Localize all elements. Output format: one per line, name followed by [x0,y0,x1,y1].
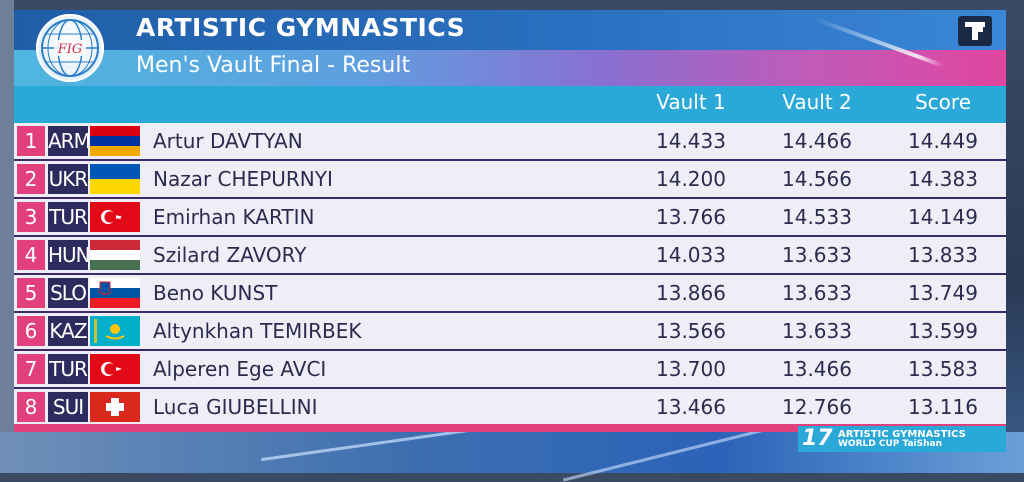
athlete-name: Artur DAVTYAN [153,129,303,153]
flag-arm-icon [90,126,140,156]
athlete-name: Luca GIUBELLINI [153,395,318,419]
arena-background [0,0,14,473]
vault1-value: 13.866 [656,281,726,305]
vault2-value: 13.633 [782,243,852,267]
score-value: 13.833 [908,243,978,267]
world-cup-logo: 17 ARTISTIC GYMNASTICS WORLD CUP TaiShan [798,426,1006,452]
flag-hun-icon [90,240,140,270]
athlete-name: Alperen Ege AVCI [153,357,327,381]
row-divider [14,311,1006,313]
flag-tur-icon [90,354,140,384]
table-row: 4 HUN Szilard ZAVORY 14.033 13.633 13.83… [14,237,1006,273]
fig-logo-text: FIG [57,42,83,57]
rank-badge: 6 [17,316,45,346]
vault2-value: 13.466 [782,357,852,381]
country-code: ARM [48,126,91,156]
country-code: TUR [48,354,88,384]
athlete-name: Emirhan KARTIN [153,205,315,229]
flag-ukr-icon [90,164,140,194]
vault1-value: 14.200 [656,167,726,191]
table-row: 6 KAZ Altynkhan TEMIRBEK 13.566 13.633 1… [14,313,1006,349]
row-divider [14,235,1006,237]
results-table: Vault 1 Vault 2 Score 1 ARM Artur DAVTYA… [14,86,1006,425]
page-title: ARTISTIC GYMNASTICS [136,13,466,42]
country-code: SLO [48,278,88,308]
subtitle-bar [14,50,1006,86]
country-code: SUI [48,392,88,422]
country-code: UKR [48,164,88,194]
flag-kaz-icon [90,316,140,346]
column-header-vault1: Vault 1 [656,90,726,114]
vault1-value: 13.466 [656,395,726,419]
vault1-value: 14.433 [656,129,726,153]
vault2-value: 14.566 [782,167,852,191]
score-value: 13.583 [908,357,978,381]
row-divider [14,273,1006,275]
vault2-value: 12.766 [782,395,852,419]
table-row: 2 UKR Nazar CHEPURNYI 14.200 14.566 14.3… [14,161,1006,197]
rank-badge: 4 [17,240,45,270]
flag-tur-icon [90,202,140,232]
edition-number: 17 [802,426,833,451]
athlete-name: Szilard ZAVORY [153,243,307,267]
country-code: KAZ [48,316,88,346]
vault1-value: 13.700 [656,357,726,381]
score-value: 14.449 [908,129,978,153]
event-line-1: ARTISTIC GYMNASTICS [838,429,966,440]
table-row: 8 SUI Luca GIUBELLINI 13.466 12.766 13.1… [14,389,1006,425]
row-divider [14,197,1006,199]
athlete-name: Altynkhan TEMIRBEK [153,319,362,343]
rank-badge: 7 [17,354,45,384]
rank-badge: 2 [17,164,45,194]
vault2-value: 13.633 [782,281,852,305]
score-value: 13.749 [908,281,978,305]
score-value: 13.116 [908,395,978,419]
rank-badge: 3 [17,202,45,232]
athlete-name: Beno KUNST [153,281,278,305]
vault2-value: 13.633 [782,319,852,343]
vault1-value: 14.033 [656,243,726,267]
row-divider [14,349,1006,351]
broadcaster-logo-icon [958,16,992,46]
row-divider [14,159,1006,161]
event-line-2: WORLD CUP TaiShan [838,439,942,449]
column-header-vault2: Vault 2 [782,90,852,114]
score-value: 14.383 [908,167,978,191]
row-divider [14,387,1006,389]
vault1-value: 13.566 [656,319,726,343]
flag-slo-icon [90,278,140,308]
score-value: 14.149 [908,205,978,229]
column-header-score: Score [914,90,971,114]
rank-badge: 5 [17,278,45,308]
table-row: 5 SLO Beno KUNST 13.866 13.633 13.749 [14,275,1006,311]
rank-badge: 1 [17,126,45,156]
score-value: 13.599 [908,319,978,343]
country-code: HUN [48,240,91,270]
country-code: TUR [48,202,88,232]
athlete-name: Nazar CHEPURNYI [153,167,333,191]
page-subtitle: Men's Vault Final - Result [136,53,411,78]
flag-sui-icon [90,392,140,422]
scoreboard-header: FIG ARTISTIC GYMNASTICS Men's Vault Fina… [14,10,1006,86]
rank-badge: 8 [17,392,45,422]
table-row: 3 TUR Emirhan KARTIN 13.766 14.533 14.14… [14,199,1006,235]
fig-globe-logo: FIG [36,14,104,82]
table-row: 1 ARM Artur DAVTYAN 14.433 14.466 14.449 [14,123,1006,159]
bottom-accent-bar [14,424,1006,432]
vault1-value: 13.766 [656,205,726,229]
vault2-value: 14.466 [782,129,852,153]
table-row: 7 TUR Alperen Ege AVCI 13.700 13.466 13.… [14,351,1006,387]
vault2-value: 14.533 [782,205,852,229]
